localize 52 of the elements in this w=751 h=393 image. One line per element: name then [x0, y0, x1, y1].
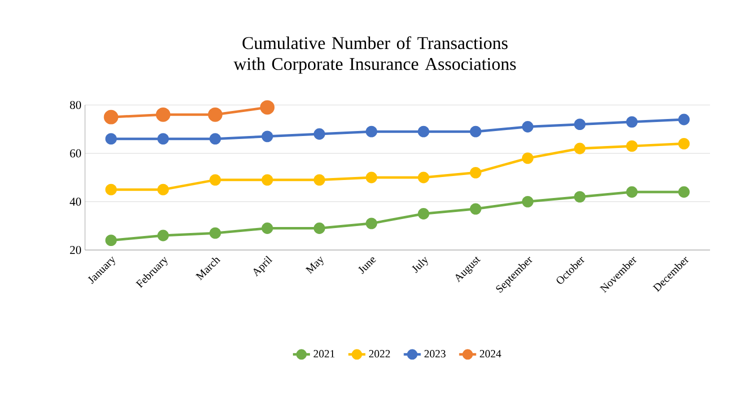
point — [157, 184, 169, 196]
legend-label: 2023 — [424, 350, 446, 358]
point — [105, 184, 117, 196]
y-tick-label: 60 — [70, 149, 82, 158]
point — [574, 142, 586, 154]
point — [678, 114, 690, 126]
point — [418, 208, 430, 220]
point — [366, 218, 378, 230]
point — [470, 166, 482, 178]
point — [262, 174, 274, 186]
point — [104, 110, 118, 124]
legend-label: 2022 — [369, 350, 390, 358]
point — [470, 126, 482, 138]
point — [208, 107, 222, 122]
point — [626, 186, 638, 198]
point — [209, 133, 221, 145]
point — [522, 121, 534, 132]
point — [366, 126, 378, 138]
point — [574, 191, 586, 203]
legend-label: 2021 — [314, 350, 334, 358]
point — [678, 138, 690, 150]
point — [157, 133, 169, 145]
point — [314, 174, 326, 186]
x-tick-label: May — [305, 256, 324, 274]
point — [314, 222, 326, 234]
point — [262, 130, 274, 142]
point — [626, 116, 638, 128]
point — [418, 126, 430, 138]
point — [366, 172, 378, 184]
point — [418, 172, 430, 184]
x-tick-label: June — [358, 257, 376, 274]
point — [626, 140, 638, 152]
point — [314, 128, 326, 140]
chart-title: Cumulative Number of Transactions with Corporate Insurance Associations — [234, 36, 516, 74]
point — [470, 203, 482, 215]
point — [678, 186, 690, 198]
point — [157, 230, 169, 242]
point — [156, 107, 170, 122]
x-tick-label: July — [412, 256, 428, 274]
point — [105, 234, 117, 246]
y-tick-label: 80 — [70, 100, 82, 110]
point — [574, 118, 586, 130]
legend-label: 2024 — [480, 350, 502, 358]
point — [522, 152, 534, 164]
point — [209, 227, 221, 239]
point — [260, 100, 275, 115]
y-tick-label: 20 — [70, 246, 82, 254]
y-tick-label: 40 — [70, 198, 82, 206]
point — [209, 174, 221, 186]
point — [105, 133, 117, 145]
point — [522, 196, 534, 208]
point — [262, 222, 274, 234]
